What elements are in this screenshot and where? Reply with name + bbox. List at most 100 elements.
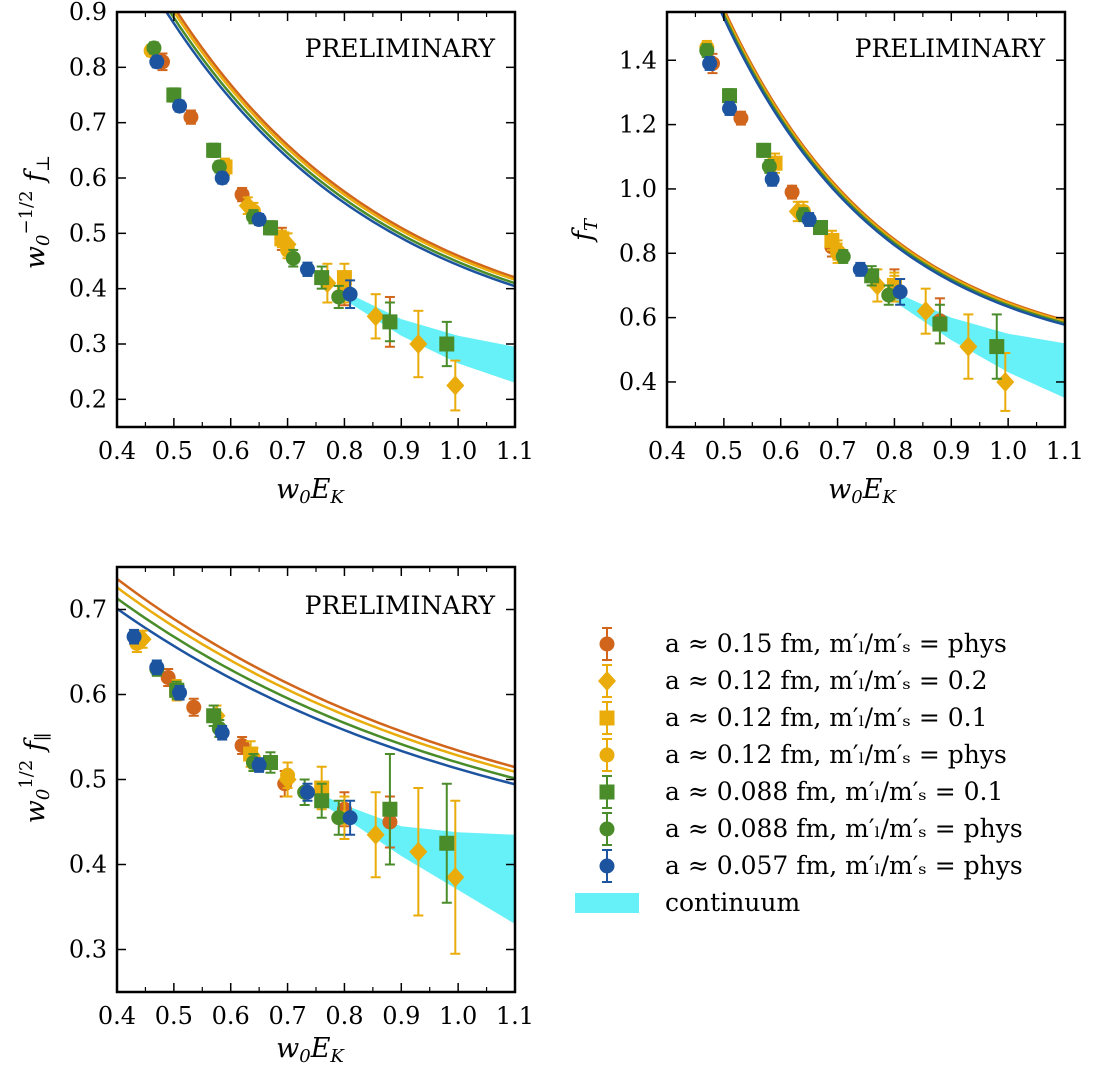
y-axis-label: w0−1/2 f⊥ <box>16 155 54 269</box>
legend: a ≈ 0.15 fm, m′ₗ/m′ₛ = phys a ≈ 0.12 fm, … <box>575 627 1023 917</box>
marker-circle <box>251 757 267 773</box>
plot-area <box>699 12 1065 412</box>
y-tick-label: 0.3 <box>69 330 107 358</box>
legend-label: a ≈ 0.088 fm, m′ₗ/m′ₛ = 0.1 <box>665 777 1003 806</box>
data-point <box>146 40 162 56</box>
data-point <box>183 109 199 125</box>
data-point <box>126 628 142 645</box>
marker-circle <box>702 55 718 71</box>
y-tick-label: 0.6 <box>619 304 657 332</box>
marker-circle <box>892 284 908 300</box>
y-axis-label: fT <box>568 217 602 243</box>
data-point <box>263 751 279 774</box>
y-tick-label: 1.4 <box>619 46 657 74</box>
preliminary-watermark: PRELIMINARY <box>305 591 496 620</box>
marker-square <box>314 270 330 286</box>
legend-entry: continuum <box>575 888 800 917</box>
y-tick-label: 0.7 <box>69 109 107 137</box>
legend-entry: a ≈ 0.15 fm, m′ₗ/m′ₛ = phys <box>599 627 1007 661</box>
data-point <box>959 313 978 380</box>
data-point <box>446 799 465 955</box>
marker-circle <box>285 250 301 266</box>
data-point <box>852 261 868 277</box>
x-tick-label: 0.5 <box>705 437 743 465</box>
x-tick-label: 1.0 <box>989 437 1027 465</box>
marker-square <box>989 339 1005 355</box>
marker-circle <box>699 43 715 59</box>
panel-f-par: PRELIMINARY w0EK w01/2 f∥ 0.4 0.5 0.6 0.7 0.… <box>16 565 534 1067</box>
marker-circle <box>146 40 162 56</box>
marker-circle <box>761 158 777 174</box>
data-point <box>214 170 230 186</box>
legend-entry: a ≈ 0.057 fm, m′ₗ/m′ₛ = phys <box>599 849 1023 883</box>
marker-circle <box>881 287 897 303</box>
y-axis-label: w01/2 f∥ <box>16 733 54 823</box>
data-point <box>989 313 1005 380</box>
y-tick-label: 0.4 <box>69 851 107 879</box>
data-point <box>764 171 780 187</box>
marker-square <box>439 336 455 352</box>
data-point <box>702 55 718 71</box>
marker-circle <box>183 109 199 125</box>
marker-diamond <box>366 824 385 845</box>
data-point <box>881 284 897 306</box>
marker-circle <box>149 659 165 675</box>
y-tick-label: 0.9 <box>69 0 107 26</box>
fit-curve <box>117 607 515 786</box>
data-point <box>761 158 777 174</box>
fit-curve <box>719 12 1065 326</box>
data-point <box>835 248 851 264</box>
legend-entry: a ≈ 0.12 fm, m′ₗ/m′ₛ = 0.1 <box>599 701 988 735</box>
marker-diamond <box>996 371 1015 392</box>
legend-label: a ≈ 0.057 fm, m′ₗ/m′ₛ = phys <box>665 851 1023 880</box>
continuum-band <box>344 291 515 383</box>
data-point <box>733 110 749 126</box>
x-tick-label: 0.6 <box>762 437 800 465</box>
marker-diamond <box>959 336 978 357</box>
data-point <box>366 791 385 879</box>
legend-entry: a ≈ 0.088 fm, m′ₗ/m′ₛ = 0.1 <box>599 775 1003 809</box>
fit-curve <box>721 12 1065 325</box>
marker-square <box>932 316 948 332</box>
data-point <box>342 279 358 310</box>
data-point <box>314 782 330 819</box>
marker-circle <box>801 212 817 227</box>
data-point <box>299 261 315 277</box>
x-tick-label: 0.7 <box>818 437 856 465</box>
data-point <box>251 757 267 773</box>
x-tick-label: 0.8 <box>875 437 913 465</box>
legend-marker-circle <box>599 636 615 652</box>
data-point <box>932 303 948 345</box>
marker-circle <box>214 725 230 741</box>
data-point <box>382 301 398 343</box>
x-tick-label: 0.6 <box>212 437 250 465</box>
x-tick-label: 0.7 <box>268 437 306 465</box>
y-tick-label: 0.3 <box>69 936 107 964</box>
data-point <box>299 782 315 802</box>
data-point <box>214 724 230 741</box>
data-point <box>149 659 165 676</box>
marker-circle <box>214 170 230 186</box>
x-tick-label: 0.5 <box>155 1002 193 1030</box>
data-point <box>172 685 188 701</box>
y-tick-label: 0.8 <box>69 53 107 81</box>
data-point <box>251 212 267 227</box>
marker-circle <box>852 261 868 277</box>
x-tick-label: 0.6 <box>212 1002 250 1030</box>
marker-square <box>864 268 880 284</box>
marker-circle <box>299 784 315 800</box>
marker-circle <box>186 699 202 715</box>
x-tick-label: 0.4 <box>98 437 136 465</box>
marker-square <box>439 835 455 851</box>
legend-marker-square <box>599 710 615 726</box>
marker-square <box>314 793 330 809</box>
legend-marker-circle <box>599 821 615 837</box>
data-point <box>439 320 455 368</box>
legend-marker-square <box>599 784 615 800</box>
marker-circle <box>280 767 296 783</box>
data-point <box>864 265 880 287</box>
preliminary-watermark: PRELIMINARY <box>305 34 496 63</box>
marker-square <box>382 801 398 817</box>
marker-square <box>722 88 738 104</box>
legend-marker-circle <box>599 858 615 874</box>
